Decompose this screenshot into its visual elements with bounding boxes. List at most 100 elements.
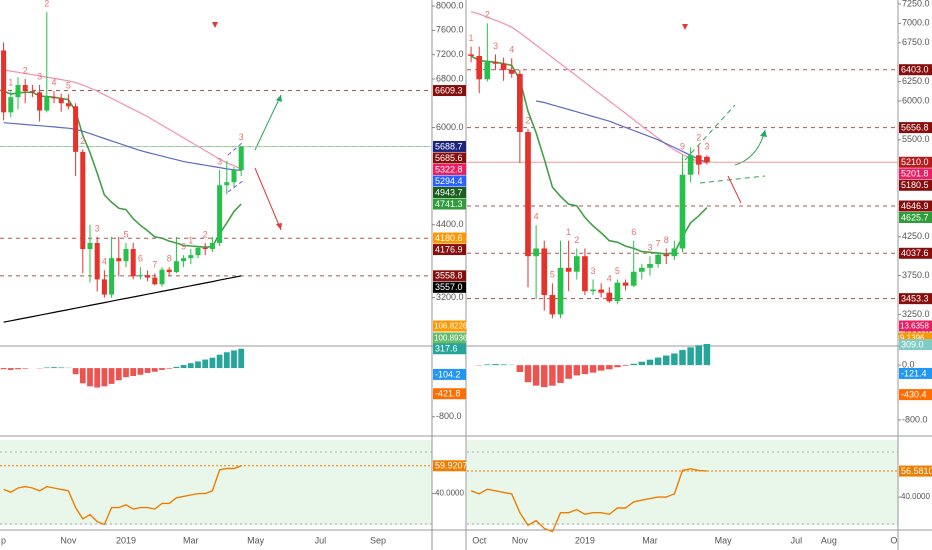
candle-body (238, 146, 244, 171)
price-tag-label: 3558.8 (435, 271, 463, 281)
macd-bar (79, 368, 86, 384)
volume-tag-label: 100.8936 (434, 334, 468, 343)
price-tag (899, 389, 932, 401)
macd-bar (492, 364, 499, 366)
candle-body (217, 185, 223, 243)
macd-bar (180, 365, 187, 369)
macd-bar (238, 348, 245, 369)
y-tick-label: 7200.0 (436, 49, 464, 59)
indicator-line (3, 275, 242, 323)
macd-bar (7, 368, 14, 370)
volume-tag-label: 106.8226 (434, 322, 468, 331)
price-tag (433, 85, 466, 97)
td-count: 2 (203, 229, 208, 239)
macd-bar (549, 365, 556, 386)
candle-body (29, 91, 35, 93)
candle-body (663, 254, 670, 257)
td-count: 3 (647, 243, 652, 253)
price-tag (899, 179, 932, 191)
td-count: 1 (566, 227, 571, 237)
macd-bar (654, 357, 662, 366)
price-tag-label: 4180.6 (435, 233, 463, 243)
volume-tag (899, 320, 932, 332)
candle-body (468, 54, 474, 56)
candle-body (630, 271, 637, 286)
macd-bar (646, 359, 654, 366)
price-tag (899, 156, 932, 168)
td-count: 6 (138, 254, 143, 264)
td-count: 2 (23, 65, 28, 75)
td-count: 3 (493, 41, 498, 51)
y-tick-label: 7250.0 (902, 0, 930, 8)
td-count: 3 (239, 132, 244, 142)
price-tag-label: 4176.9 (435, 244, 463, 254)
macd-bar (622, 365, 629, 366)
candle-body (202, 247, 208, 250)
price-tag-label: 4646.9 (901, 201, 929, 211)
candle-body (159, 269, 165, 285)
candle-body (622, 282, 629, 286)
macd-bar (687, 347, 694, 366)
price-tag-label: 5294.4 (435, 176, 463, 186)
macd-bar (173, 366, 180, 369)
price-tag-label: 4625.7 (901, 212, 929, 222)
y-tick-label: 6800.0 (436, 73, 464, 83)
arrow-head (760, 130, 767, 137)
candle-body (87, 242, 93, 250)
candle-body (44, 97, 50, 111)
macd-bar (101, 368, 108, 387)
y-tick-label: 4250.0 (902, 231, 930, 241)
price-tag-label: 4741.3 (435, 199, 463, 209)
td-count: 3 (591, 266, 596, 276)
rsi-line (3, 465, 242, 526)
candle-body (598, 289, 605, 293)
price-tag (433, 368, 466, 380)
x-tick-label: May (247, 535, 265, 545)
candle-body (195, 247, 201, 256)
td-count: 2 (696, 132, 701, 142)
macd-bar (597, 365, 605, 371)
indicator-line (470, 11, 708, 164)
candle-body (8, 97, 14, 113)
candle-body (166, 269, 172, 273)
price-tag (433, 244, 466, 256)
indicator-line (3, 122, 242, 171)
price-tag (899, 247, 932, 259)
x-tick-label: Jul (791, 535, 803, 545)
td-count: 4 (51, 77, 56, 87)
price-tag-label: 4037.6 (901, 248, 929, 258)
signal-triangle (682, 24, 688, 30)
price-tag (899, 293, 932, 305)
td-count: 4 (509, 45, 514, 55)
candle-body (525, 132, 531, 257)
candle-body (476, 55, 483, 80)
td-count: 3 (37, 71, 42, 81)
volume-tag-label: 13.6358 (900, 322, 929, 331)
macd-bar (532, 365, 540, 386)
x-tick-label: Aug (821, 535, 837, 545)
candle-body (655, 254, 661, 264)
macd-bar (58, 367, 65, 369)
x-tick-label: p (1, 535, 6, 545)
price-tag (433, 232, 466, 244)
macd-bar (573, 365, 581, 376)
macd-bar (87, 368, 93, 387)
td-count: 1 (8, 77, 13, 87)
td-count: 4 (534, 212, 539, 222)
price-tag-label: 3453.3 (901, 294, 929, 304)
price-tag (899, 122, 932, 134)
price-tag (433, 163, 466, 175)
price-tag (433, 198, 466, 210)
td-count: 4 (607, 274, 612, 284)
macd-bar (216, 354, 223, 369)
candle-body (1, 50, 7, 113)
rsi-band (0, 440, 432, 525)
candle-body (181, 258, 187, 262)
td-count: 3 (217, 156, 222, 166)
channel-line (699, 175, 766, 184)
macd-bar (15, 368, 21, 370)
td-count: 2 (44, 0, 49, 9)
td-count: 7 (656, 239, 661, 249)
macd-bar (159, 368, 165, 370)
candle-body (231, 170, 237, 183)
